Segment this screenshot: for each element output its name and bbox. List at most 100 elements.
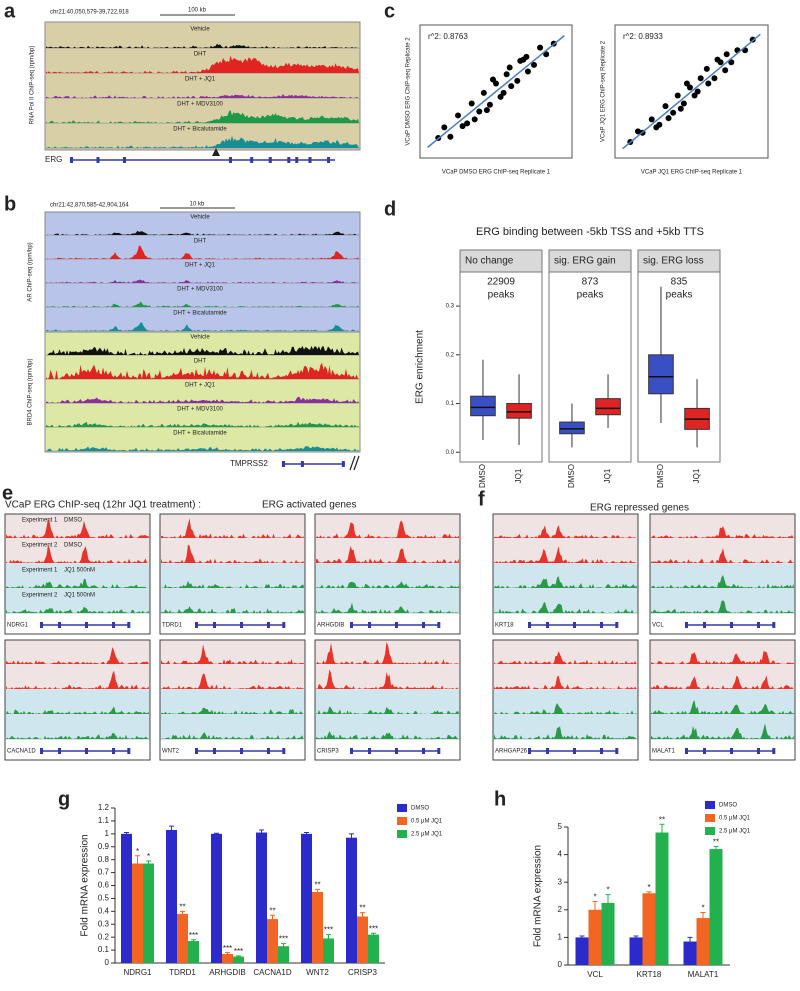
track-label: JQ1 500nM	[64, 593, 95, 599]
track-background	[315, 514, 460, 564]
trend-line	[622, 33, 761, 150]
y-tick-label: 1.2	[98, 803, 110, 812]
point	[694, 88, 701, 95]
panel-letter: e	[2, 482, 13, 504]
bar	[346, 837, 357, 963]
track-background	[493, 564, 638, 614]
error-bar	[281, 943, 286, 949]
gene-label: CRISP3	[317, 749, 339, 755]
point	[468, 100, 475, 107]
signal-track	[6, 670, 149, 689]
browser-frame	[4, 513, 151, 635]
point	[680, 100, 687, 107]
exon	[437, 622, 441, 628]
axis-break	[349, 455, 360, 471]
y-tick-label: 1	[558, 933, 563, 942]
error-bar	[225, 952, 230, 956]
exon	[573, 748, 576, 754]
track-background	[44, 21, 361, 151]
exon	[422, 748, 425, 754]
track-label: DHT + JQ1	[185, 77, 216, 83]
track-label: Experiment 1	[22, 568, 58, 574]
y-tick-label: 0	[558, 960, 563, 969]
exon	[240, 622, 243, 628]
point	[728, 59, 735, 66]
error-bar	[579, 935, 585, 939]
browser-frame	[492, 513, 639, 635]
y-tick-label: 0.5	[98, 894, 110, 903]
browser-frame	[159, 513, 306, 635]
region: chr21:40,050,579-39,722,918	[50, 10, 129, 16]
x-tick-label: JQ1	[514, 468, 523, 483]
browser-frame	[314, 639, 461, 761]
exon	[772, 748, 776, 754]
bar	[278, 946, 289, 963]
exon	[308, 157, 312, 163]
error-bar	[633, 935, 639, 939]
error-bar	[349, 833, 354, 842]
point	[476, 108, 483, 115]
signal-track	[6, 647, 149, 664]
bar	[696, 918, 710, 965]
panel-title: VCaP ERG ChIP-seq (12hr JQ1 treatment) :	[5, 500, 201, 511]
signal-track	[651, 575, 794, 588]
significance: ***	[234, 947, 243, 956]
track-label: DHT + Bicalutamide	[173, 431, 227, 437]
browser-frame	[4, 639, 151, 761]
signal-track	[316, 642, 459, 664]
signal-track	[161, 518, 304, 538]
point	[480, 89, 487, 96]
y-tick-label: 1	[105, 829, 110, 838]
error-bar	[180, 910, 185, 917]
y-tick-label: 2	[558, 905, 563, 914]
track-background	[650, 690, 795, 740]
error-bar	[315, 888, 320, 895]
point	[464, 120, 471, 127]
exon	[70, 157, 73, 163]
bar	[143, 863, 154, 963]
signal-track	[46, 421, 359, 427]
signal-track	[316, 546, 459, 563]
track-background	[5, 564, 150, 614]
point	[503, 71, 510, 78]
x-tick-label: JQ1	[692, 468, 701, 483]
point	[471, 116, 478, 123]
legend-label: 2.5 µM JQ1	[719, 829, 751, 835]
track-background	[315, 564, 460, 614]
track-background	[493, 514, 638, 564]
x-tick-label: CRISP3	[348, 968, 377, 977]
point	[506, 64, 513, 71]
exon	[282, 622, 286, 628]
y-axis-label: RNA Pol II ChIP-seq (rpm/bp)	[30, 46, 36, 125]
track-background	[160, 564, 305, 614]
bar	[642, 893, 656, 965]
point	[455, 112, 461, 119]
exon	[350, 622, 353, 628]
y-tick-label: 0.3	[98, 919, 110, 928]
point	[723, 51, 730, 58]
legend-label: DMSO	[411, 806, 429, 812]
error-bar	[146, 860, 151, 867]
x-tick-label: TDRD1	[169, 968, 196, 977]
exon	[685, 622, 688, 628]
point	[508, 83, 515, 90]
signal-track	[316, 581, 459, 588]
error-bar	[135, 855, 140, 872]
point	[500, 89, 507, 96]
track-background	[493, 640, 638, 690]
trend-line	[427, 35, 565, 148]
x-tick-label: JQ1	[603, 468, 612, 483]
track-label: DHT + MDV3100	[177, 407, 223, 413]
y-tick-label: 0.0	[446, 450, 455, 456]
y-axis-label: VCaP DMSO ERG ChIP-seq Replicate 2	[406, 37, 412, 146]
point	[524, 68, 531, 75]
exon	[85, 622, 88, 628]
exon	[615, 748, 619, 754]
x-axis-label: VCaP DMSO ERG ChIP-seq Replicate 1	[442, 170, 551, 176]
x-tick-label: KRT18	[637, 970, 662, 979]
signal-track	[651, 600, 794, 613]
y-tick-label: 1.1	[98, 816, 110, 825]
bar	[121, 833, 132, 963]
annotation: 835	[671, 277, 688, 288]
signal-track	[316, 731, 459, 739]
